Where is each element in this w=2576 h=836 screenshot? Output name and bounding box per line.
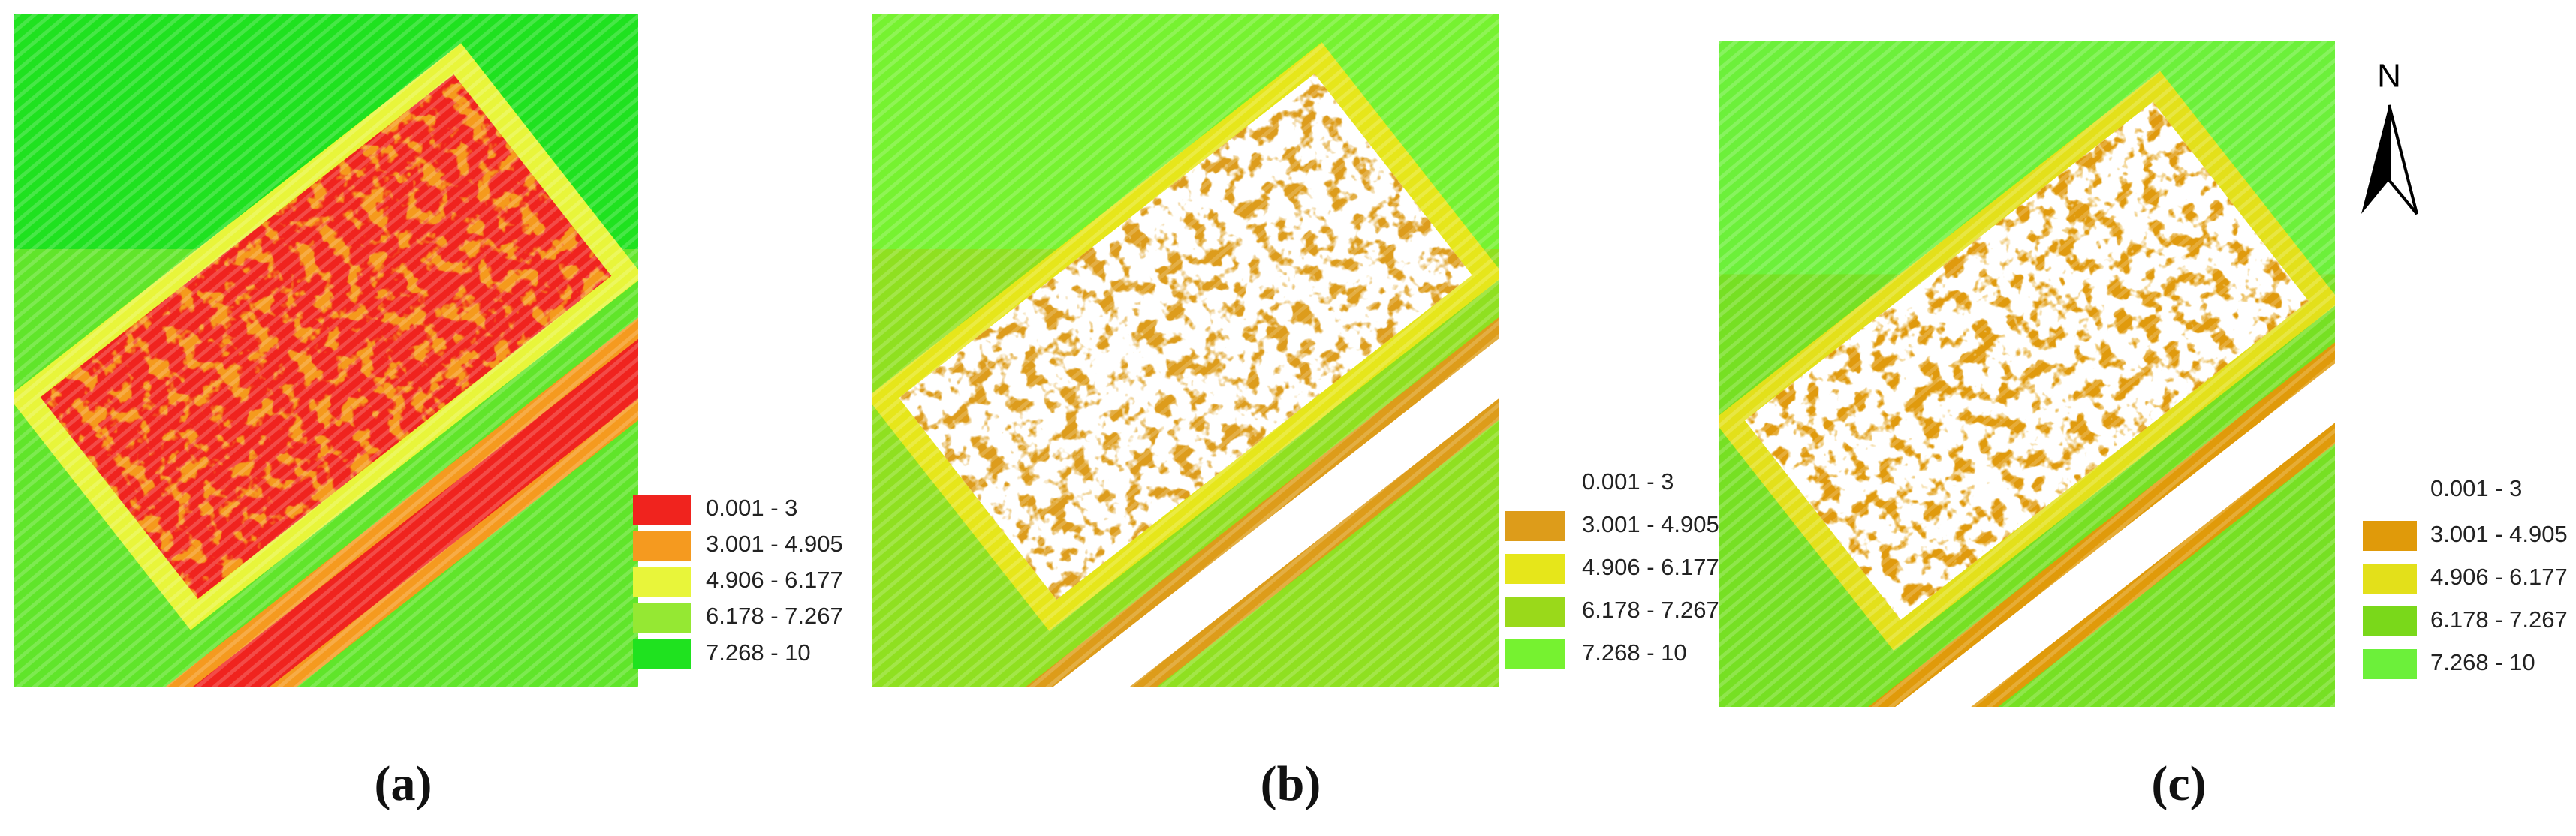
arrow-left <box>2361 105 2389 214</box>
map-panel: 0.001 - 3 3.001 - 4.905 4.906 - 6.177 6.178… <box>1719 41 2568 811</box>
legend-swatch <box>633 567 691 597</box>
legend-swatch <box>1505 597 1565 627</box>
legend-label: 3.001 - 4.905 <box>2430 521 2568 547</box>
panel-caption: (c) <box>2151 756 2206 811</box>
legend-label: 0.001 - 3 <box>2430 475 2522 501</box>
panel-caption: (a) <box>375 756 432 811</box>
north-arrow: N <box>2361 58 2418 215</box>
legend-label: 4.906 - 6.177 <box>2430 564 2568 590</box>
legend-label: 6.178 - 7.267 <box>706 603 843 629</box>
legend-swatch <box>1505 511 1565 541</box>
legend-swatch <box>2363 475 2417 505</box>
legend-swatch <box>1505 554 1565 584</box>
map <box>1719 41 2335 707</box>
legend-label: 4.906 - 6.177 <box>1582 554 1719 580</box>
legend-label: 6.178 - 7.267 <box>1582 597 1719 623</box>
map-hatch <box>1719 41 2335 707</box>
legend-label: 7.268 - 10 <box>2430 649 2535 675</box>
legend-label: 3.001 - 4.905 <box>1582 511 1719 537</box>
map-hatch <box>14 14 638 687</box>
legend-swatch <box>633 531 691 561</box>
legend-label: 7.268 - 10 <box>1582 639 1687 666</box>
map <box>14 14 638 687</box>
legend-label: 6.178 - 7.267 <box>2430 606 2568 633</box>
legend-label: 0.001 - 3 <box>1582 468 1674 495</box>
legend-swatch <box>633 639 691 669</box>
map-hatch <box>872 14 1499 687</box>
legend-swatch <box>2363 521 2417 551</box>
legend-swatch <box>1505 639 1565 669</box>
legend-swatch <box>633 603 691 633</box>
map-panel: 0.001 - 3 3.001 - 4.905 4.906 - 6.177 6.178… <box>14 14 843 811</box>
panel-caption: (b) <box>1261 756 1321 811</box>
map-panel: 0.001 - 3 3.001 - 4.905 4.906 - 6.177 6.178… <box>872 14 1719 811</box>
legend-swatch <box>2363 606 2417 636</box>
legend-swatch <box>2363 564 2417 594</box>
map <box>872 14 1499 687</box>
legend-label: 7.268 - 10 <box>706 639 811 666</box>
legend-swatch <box>2363 649 2417 679</box>
maps: 0.001 - 3 3.001 - 4.905 4.906 - 6.177 6.178… <box>14 14 2568 811</box>
arrow-right <box>2388 104 2418 215</box>
legend-label: 0.001 - 3 <box>706 495 797 521</box>
legend-label: 3.001 - 4.905 <box>706 531 843 557</box>
north-label: N <box>2377 58 2401 95</box>
legend-label: 4.906 - 6.177 <box>706 567 843 593</box>
legend-swatch <box>1505 468 1565 498</box>
legend-swatch <box>633 495 691 525</box>
